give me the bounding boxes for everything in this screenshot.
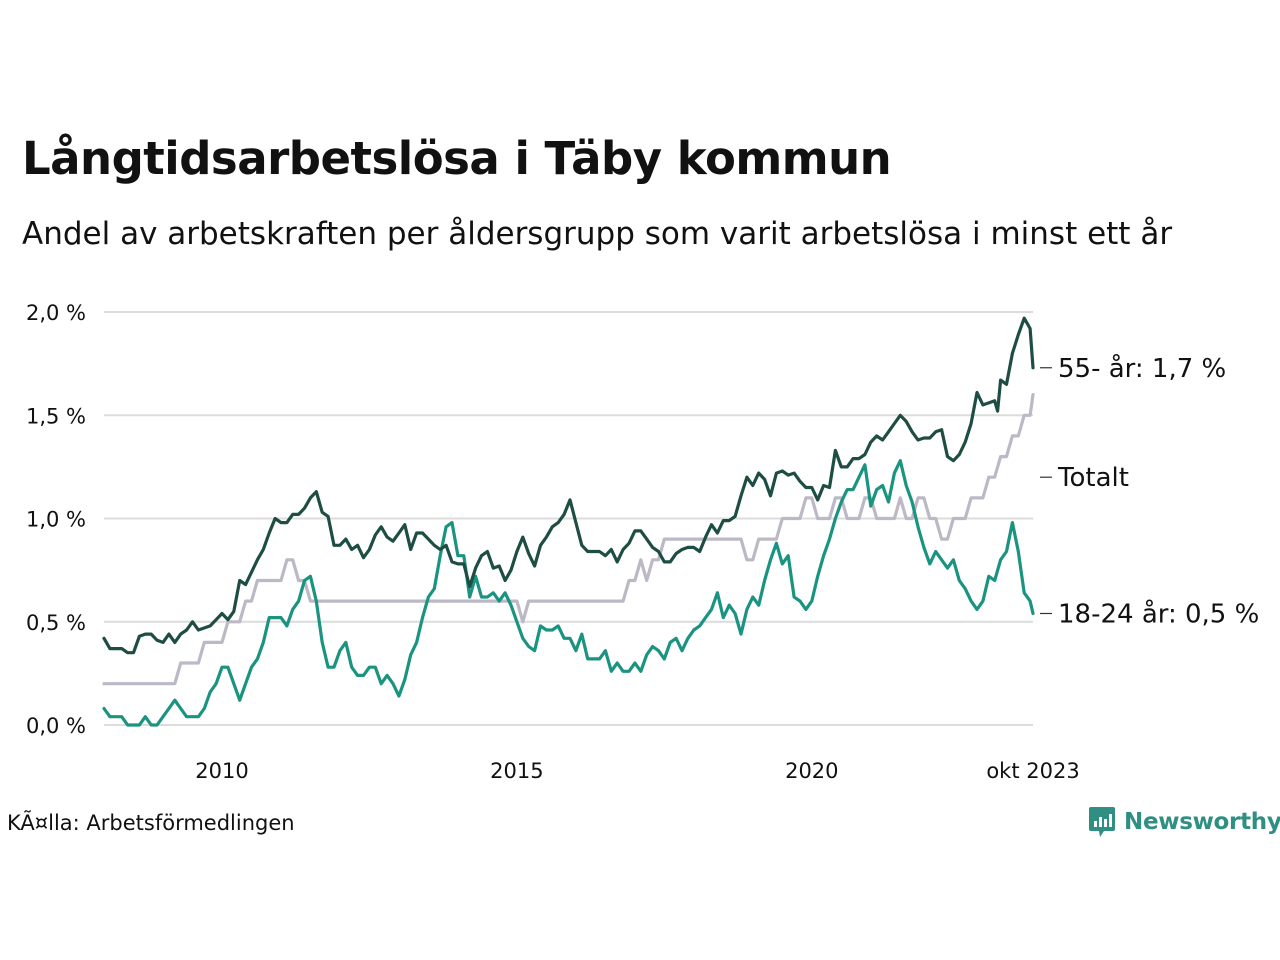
y-tick-label: 2,0 % — [26, 301, 86, 325]
x-tick-label: 2010 — [195, 759, 248, 783]
x-tick-label: okt 2023 — [986, 759, 1079, 783]
series-end-labels: 55- år: 1,7 % Totalt 18-24 år: 0,5 % — [1040, 353, 1259, 629]
y-axis-tick-labels: 0,0 % 0,5 % 1,0 % 1,5 % 2,0 % — [26, 301, 86, 738]
chart-subtitle: Andel av arbetskraften per åldersgrupp s… — [22, 216, 1173, 252]
bar-chart-logo-icon — [1089, 807, 1115, 837]
brand-name: Newsworthy — [1124, 809, 1280, 835]
chart-title: Långtidsarbetslösa i Täby kommun — [22, 132, 892, 185]
newsworthy-logo: Newsworthy — [1088, 804, 1280, 840]
series-line-total — [102, 393, 1035, 686]
series-end-label-s55: 55- år: 1,7 % — [1058, 353, 1226, 384]
series-end-label-total: Totalt — [1057, 463, 1129, 493]
source-note: KÃ¤lla: Arbetsförmedlingen — [7, 811, 295, 835]
y-tick-label: 1,0 % — [26, 508, 86, 532]
y-tick-label: 0,5 % — [26, 611, 86, 635]
series-lines — [102, 316, 1035, 727]
series-end-label-young: 18-24 år: 0,5 % — [1058, 598, 1259, 629]
y-tick-label: 0,0 % — [26, 714, 86, 738]
series-line-s55 — [102, 316, 1035, 655]
x-tick-label: 2020 — [785, 759, 838, 783]
y-tick-label: 1,5 % — [26, 404, 86, 428]
x-axis-tick-labels: 2010 2015 2020 okt 2023 — [195, 759, 1079, 783]
x-tick-label: 2015 — [490, 759, 543, 783]
series-line-young — [102, 459, 1035, 727]
